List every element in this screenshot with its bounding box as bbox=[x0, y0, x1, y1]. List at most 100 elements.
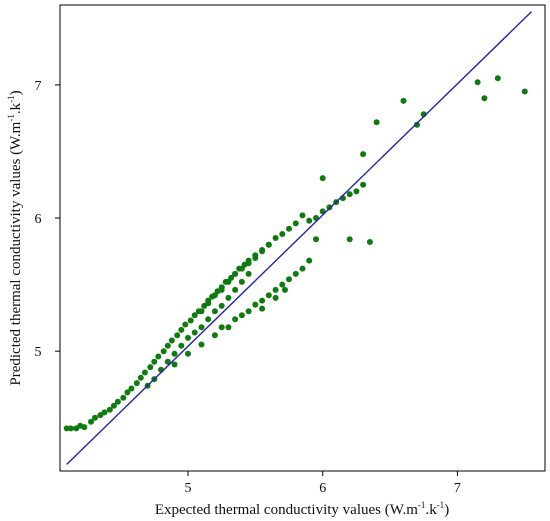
x-tick-label: 6 bbox=[319, 481, 326, 496]
data-point bbox=[225, 278, 232, 285]
x-axis-label-sup1: -1 bbox=[418, 500, 426, 510]
data-point bbox=[319, 175, 326, 182]
data-point bbox=[299, 212, 306, 219]
data-point bbox=[494, 75, 501, 82]
y-axis-label-main: Predicted thermal conductivity values (W… bbox=[8, 121, 24, 385]
data-point bbox=[124, 389, 131, 396]
data-point bbox=[198, 308, 205, 315]
data-point bbox=[205, 316, 212, 323]
data-point bbox=[218, 324, 225, 331]
data-point bbox=[185, 350, 191, 357]
x-axis-ticks: 5 6 7 bbox=[184, 471, 461, 496]
data-point bbox=[225, 324, 232, 331]
data-point bbox=[474, 79, 481, 86]
x-axis-label: Expected thermal conductivity values (W.… bbox=[155, 500, 449, 518]
data-point bbox=[211, 292, 218, 299]
data-point bbox=[306, 257, 313, 264]
data-point bbox=[155, 353, 162, 360]
data-point bbox=[133, 380, 140, 387]
data-point bbox=[211, 308, 218, 315]
data-point bbox=[265, 292, 272, 299]
y-axis-ticks: 5 6 7 bbox=[35, 79, 60, 360]
data-point bbox=[279, 231, 286, 237]
data-point bbox=[225, 294, 232, 301]
y-tick-label: 6 bbox=[35, 212, 42, 227]
data-point bbox=[265, 241, 272, 248]
data-point bbox=[279, 281, 286, 288]
data-point bbox=[366, 239, 373, 245]
x-axis-label-sup2: -1 bbox=[437, 500, 445, 510]
data-point bbox=[187, 317, 194, 324]
data-point bbox=[238, 278, 245, 285]
data-point bbox=[191, 312, 198, 319]
data-point bbox=[360, 151, 367, 158]
data-point bbox=[346, 191, 353, 198]
data-point bbox=[147, 364, 154, 371]
data-point bbox=[259, 297, 266, 304]
data-point bbox=[313, 236, 319, 243]
y-axis-label: Predicted thermal conductivity values (W… bbox=[6, 90, 24, 385]
data-point bbox=[164, 342, 171, 349]
data-point bbox=[259, 305, 266, 312]
x-axis-label-main: Expected thermal conductivity values (W.… bbox=[155, 502, 418, 518]
data-point bbox=[63, 425, 70, 432]
data-point bbox=[218, 286, 225, 293]
data-point bbox=[198, 341, 205, 348]
data-point bbox=[141, 369, 148, 376]
data-point bbox=[414, 121, 420, 128]
data-point bbox=[299, 265, 306, 272]
data-point bbox=[110, 402, 117, 409]
data-point bbox=[182, 321, 189, 328]
data-point bbox=[286, 276, 292, 283]
data-point bbox=[245, 308, 252, 315]
data-point bbox=[168, 337, 175, 344]
fit-line bbox=[66, 11, 533, 465]
data-point bbox=[198, 324, 205, 331]
data-point bbox=[88, 418, 94, 425]
data-point bbox=[272, 235, 279, 241]
data-point bbox=[238, 265, 245, 272]
data-point bbox=[360, 181, 367, 188]
data-point bbox=[282, 286, 288, 293]
data-point bbox=[205, 300, 212, 307]
data-point bbox=[178, 326, 185, 333]
data-point bbox=[481, 95, 488, 102]
y-tick-label: 5 bbox=[35, 345, 42, 360]
data-point bbox=[373, 119, 380, 126]
data-point bbox=[114, 398, 121, 405]
data-point bbox=[245, 260, 252, 267]
x-axis-label-mid: .k bbox=[425, 502, 437, 518]
data-point bbox=[211, 332, 218, 339]
data-point bbox=[174, 332, 181, 339]
data-point bbox=[292, 220, 299, 227]
data-point bbox=[259, 248, 266, 255]
x-tick-label: 7 bbox=[454, 481, 461, 496]
data-point bbox=[238, 312, 245, 319]
data-point bbox=[521, 88, 528, 95]
data-point bbox=[185, 334, 191, 341]
data-point bbox=[245, 270, 252, 277]
y-axis-label-sup1: -1 bbox=[6, 114, 16, 122]
data-point bbox=[164, 358, 171, 365]
data-point bbox=[101, 409, 108, 416]
x-axis-label-end: ) bbox=[444, 502, 449, 518]
y-axis-label-mid: .k bbox=[8, 102, 24, 114]
plot-frame bbox=[59, 4, 546, 472]
data-point bbox=[137, 374, 144, 381]
x-tick-label: 5 bbox=[184, 481, 191, 496]
data-point bbox=[252, 301, 259, 308]
y-axis-label-sup2: -1 bbox=[6, 95, 16, 103]
data-point bbox=[286, 225, 292, 232]
data-point bbox=[191, 329, 198, 336]
data-point bbox=[272, 286, 279, 293]
data-point bbox=[346, 236, 353, 243]
data-point bbox=[326, 204, 333, 211]
data-point bbox=[151, 358, 158, 365]
data-point bbox=[178, 342, 185, 349]
data-point bbox=[120, 394, 127, 401]
data-point bbox=[232, 270, 239, 277]
data-point bbox=[232, 286, 239, 293]
data-point bbox=[160, 348, 167, 355]
data-point bbox=[171, 361, 178, 368]
